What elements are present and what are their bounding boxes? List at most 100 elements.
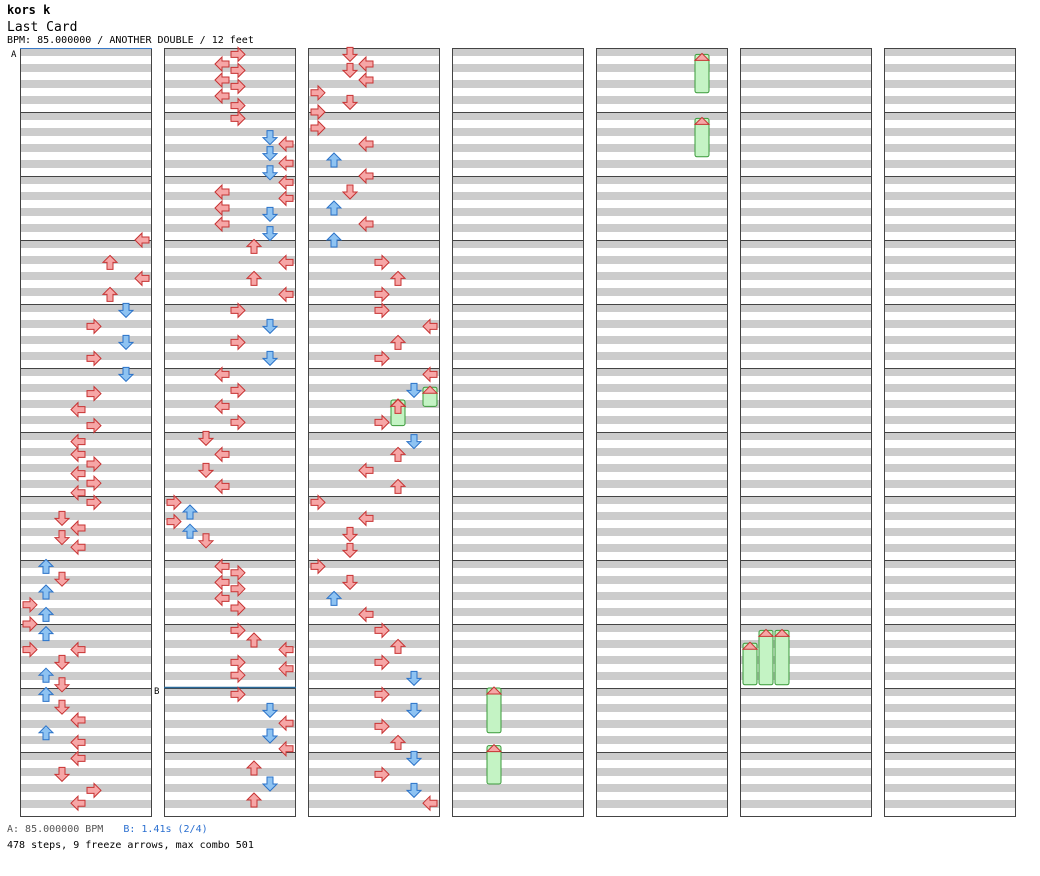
beat-stripe [596,672,728,680]
beat-stripe [596,528,728,536]
beat-stripe [884,560,1016,568]
beat-stripe [452,800,584,808]
beat-stripe [308,144,440,152]
beat-stripe [740,320,872,328]
beat-stripe [20,192,152,200]
beat-stripe [884,720,1016,728]
beat-stripe [308,800,440,808]
beat-stripe [884,704,1016,712]
beat-stripe [884,80,1016,88]
beat-stripe [164,480,296,488]
beat-stripe [20,512,152,520]
beat-stripe [596,224,728,232]
step-arrow [389,734,407,750]
freeze-head [741,641,759,650]
step-arrow [310,119,326,137]
beat-stripe [740,208,872,216]
step-arrow [278,641,294,658]
beat-stripe [308,704,440,712]
beat-stripe [740,160,872,168]
step-arrow [245,632,263,648]
beat-stripe [164,464,296,472]
beat-stripe [740,624,872,632]
beat-stripe [596,592,728,600]
beat-stripe [596,720,728,728]
beat-stripe [596,208,728,216]
beat-stripe [596,288,728,296]
chart-column [740,48,872,817]
beat-stripe [20,160,152,168]
beat-stripe [164,272,296,280]
beat-stripe [740,80,872,88]
beat-stripe [308,512,440,520]
beat-stripe [308,672,440,680]
step-arrow [70,484,86,502]
step-arrow [214,446,230,463]
beat-stripe [452,736,584,744]
beat-stripe [884,400,1016,408]
beat-stripe [740,544,872,552]
beat-stripe [20,688,152,696]
beat-stripe [20,768,152,776]
beat-stripe [452,208,584,216]
beat-stripe [20,624,152,632]
step-arrow [278,135,294,153]
beat-stripe [596,192,728,200]
beat-stripe [452,192,584,200]
song-title: Last Card [7,20,78,35]
beat-stripe [20,48,152,56]
beat-stripe [740,800,872,808]
step-arrow [230,302,246,319]
step-arrow [389,398,407,414]
beat-stripe [20,608,152,616]
beat-stripe [596,800,728,808]
beat-stripe [884,272,1016,280]
step-arrow [86,385,102,402]
beat-stripe [308,160,440,168]
beat-stripe [884,656,1016,664]
beat-stripe [452,512,584,520]
beat-stripe [20,544,152,552]
beat-stripe [20,64,152,72]
beat-stripe [740,496,872,504]
beat-stripe [596,768,728,776]
step-arrow [341,526,359,543]
beat-stripe [452,560,584,568]
beat-stripe [308,384,440,392]
step-arrow [325,200,343,216]
step-arrow [374,686,390,703]
beat-stripe [308,736,440,744]
chart-column [884,48,1016,817]
beat-stripe [452,224,584,232]
step-arrow [374,622,390,639]
beat-stripe [164,576,296,584]
step-arrow [214,199,230,217]
beat-stripe [596,96,728,104]
beat-stripe [164,560,296,568]
beat-stripe [740,688,872,696]
beat-stripe [452,544,584,552]
beat-stripe [452,384,584,392]
beat-stripe [452,368,584,376]
beat-stripe [164,592,296,600]
beat-stripe [20,576,152,584]
step-arrow [374,286,390,303]
beat-stripe [452,64,584,72]
beat-stripe [596,336,728,344]
step-arrow [374,254,390,271]
beat-stripe [596,624,728,632]
beat-stripe [596,704,728,712]
beat-stripe [308,656,440,664]
freeze-head [773,628,791,637]
freeze-body [774,629,790,686]
step-arrow [389,270,407,286]
beat-stripe [740,432,872,440]
beat-stripe [740,784,872,792]
beat-stripe [740,112,872,120]
beat-stripe [884,736,1016,744]
step-arrow [405,670,423,687]
freeze-head [757,628,775,637]
beat-stripe [452,640,584,648]
beat-stripe [308,272,440,280]
beat-stripe [884,352,1016,360]
